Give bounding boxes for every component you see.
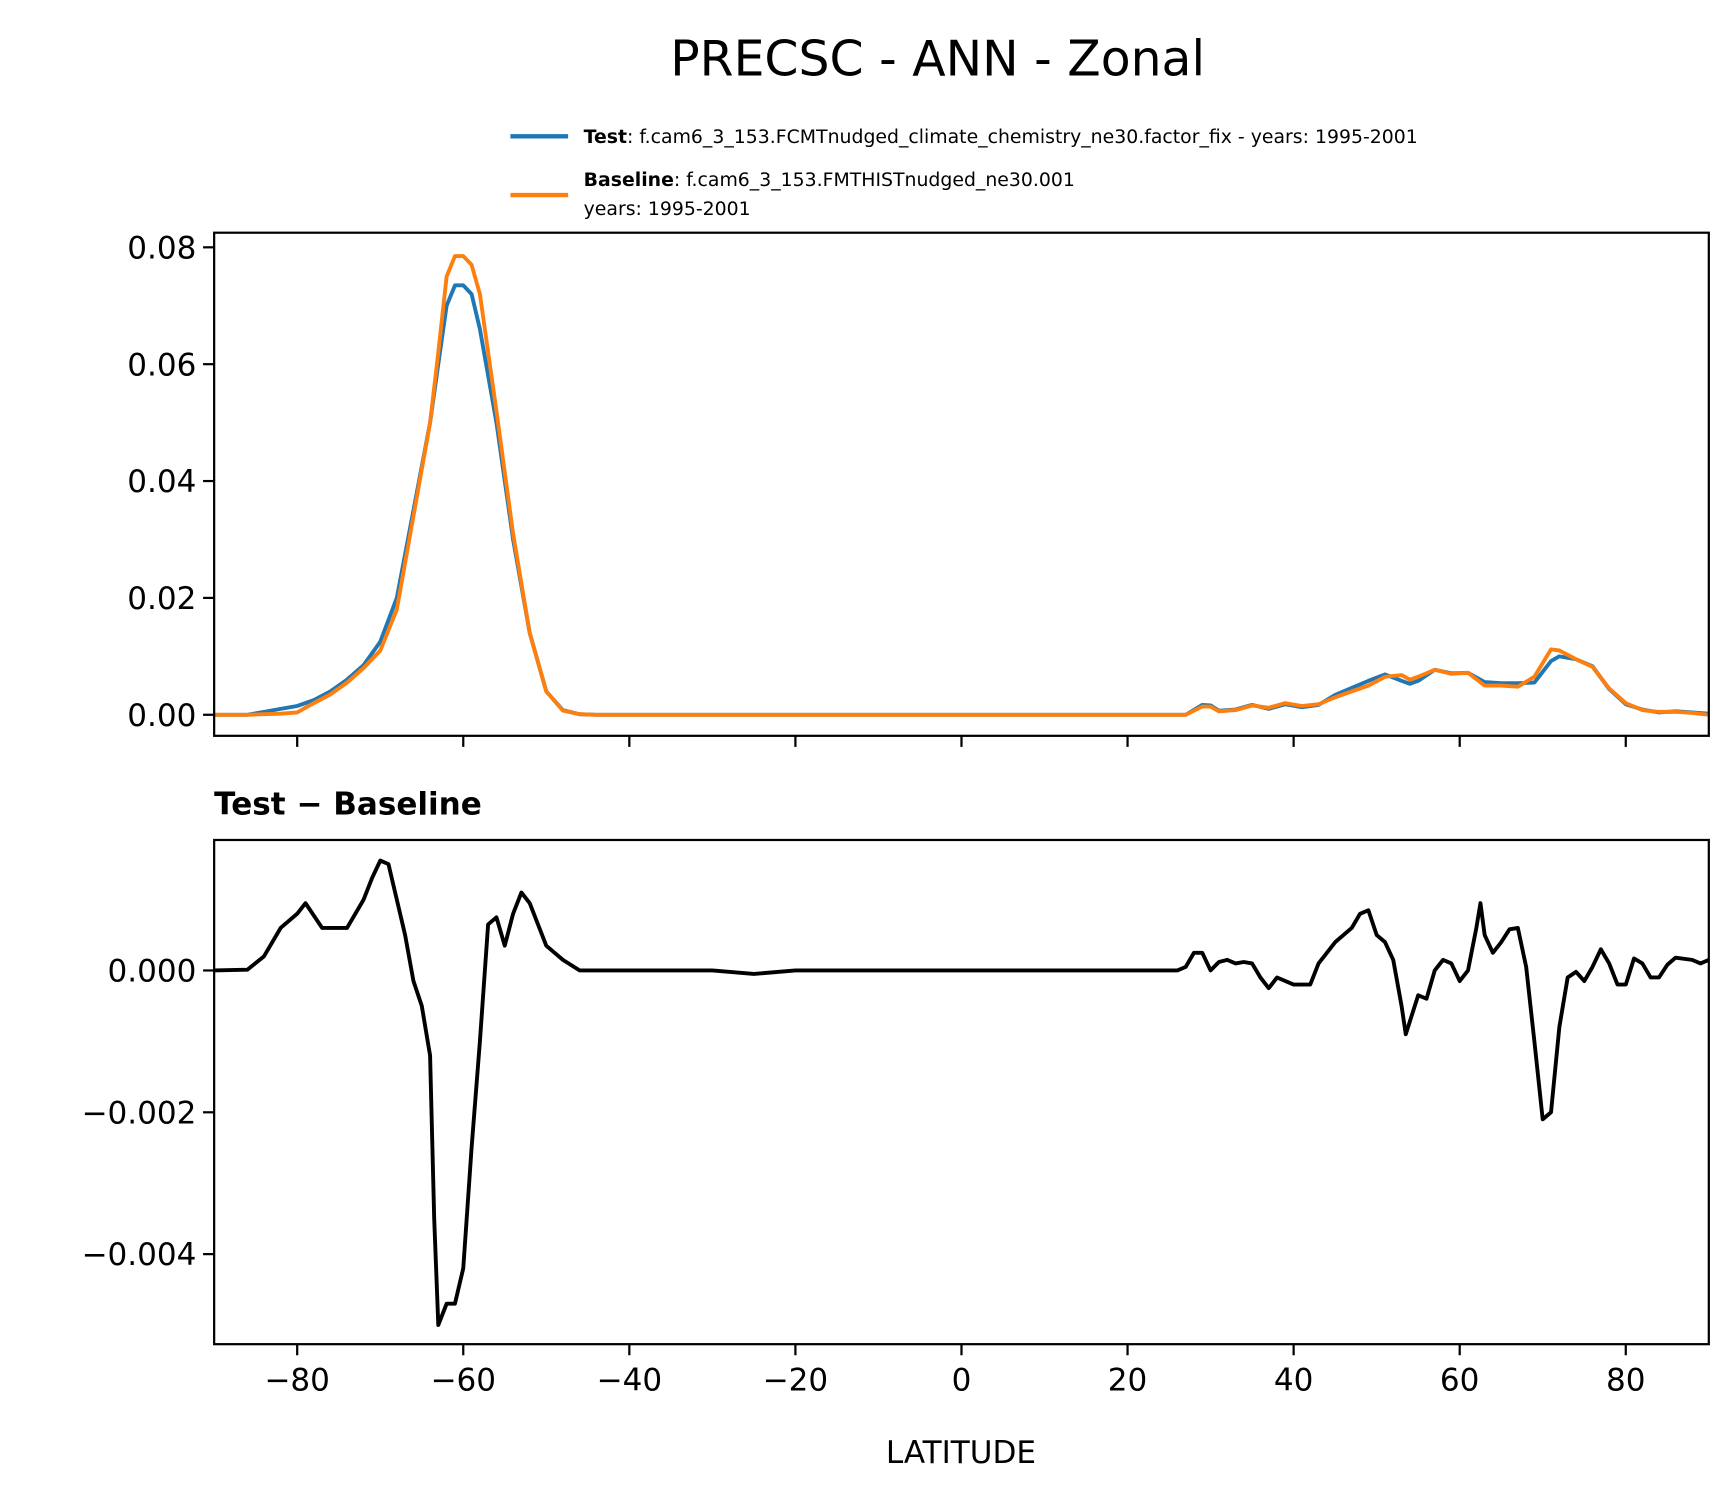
x-tick-label: 20 bbox=[1108, 1363, 1148, 1399]
legend-label-test: Test: f.cam6_3_153.FCMTnudged_climate_ch… bbox=[584, 127, 1418, 148]
x-axis-label: LATITUDE bbox=[886, 1435, 1036, 1471]
legend-baseline-bold: Baseline bbox=[584, 170, 674, 191]
legend-baseline-text: : f.cam6_3_153.FMTHISTnudged_ne30.001 bbox=[674, 170, 1075, 191]
y-tick-label: −0.002 bbox=[81, 1095, 196, 1131]
series-line-difference bbox=[214, 858, 1710, 1327]
legend-test-bold: Test bbox=[584, 127, 627, 148]
y-tick-label: 0.08 bbox=[127, 230, 196, 266]
plot-frame bbox=[213, 838, 1710, 1346]
legend-baseline-years: years: 1995-2001 bbox=[584, 199, 751, 220]
legend-label-baseline: Baseline: f.cam6_3_153.FMTHISTnudged_ne3… bbox=[584, 170, 1075, 191]
x-tick-label: −60 bbox=[430, 1363, 496, 1399]
y-tick-label: 0.000 bbox=[107, 954, 196, 990]
plot-frame bbox=[213, 231, 1710, 737]
y-tick-label: 0.00 bbox=[127, 698, 196, 734]
y-tick-label: 0.06 bbox=[127, 347, 196, 383]
legend: Test: f.cam6_3_153.FCMTnudged_climate_ch… bbox=[510, 127, 1418, 220]
figure-title: PRECSC - ANN - Zonal bbox=[670, 30, 1205, 87]
x-tick-label: 40 bbox=[1274, 1363, 1314, 1399]
y-tick-label: 0.04 bbox=[127, 464, 196, 500]
top-panel: 0.00 0.02 0.04 0.06 0.08 bbox=[127, 230, 1710, 747]
x-tick-label: −40 bbox=[597, 1363, 663, 1399]
legend-test-text: : f.cam6_3_153.FCMTnudged_climate_chemis… bbox=[627, 127, 1418, 148]
y-tick-label: −0.004 bbox=[81, 1237, 196, 1273]
bottom-panel-title: Test − Baseline bbox=[214, 787, 482, 823]
x-tick-label: −20 bbox=[763, 1363, 829, 1399]
x-tick-label: 80 bbox=[1606, 1363, 1646, 1399]
series-line-baseline bbox=[214, 254, 1710, 717]
x-tick-label: −80 bbox=[264, 1363, 330, 1399]
bottom-panel: −80 −60 −40 −20 0 20 40 60 80 0.000 −0.002 −0.004 bbox=[81, 838, 1710, 1399]
x-tick-label: 60 bbox=[1440, 1363, 1480, 1399]
x-tick-label: 0 bbox=[952, 1363, 972, 1399]
y-tick-label: 0.02 bbox=[127, 581, 196, 617]
